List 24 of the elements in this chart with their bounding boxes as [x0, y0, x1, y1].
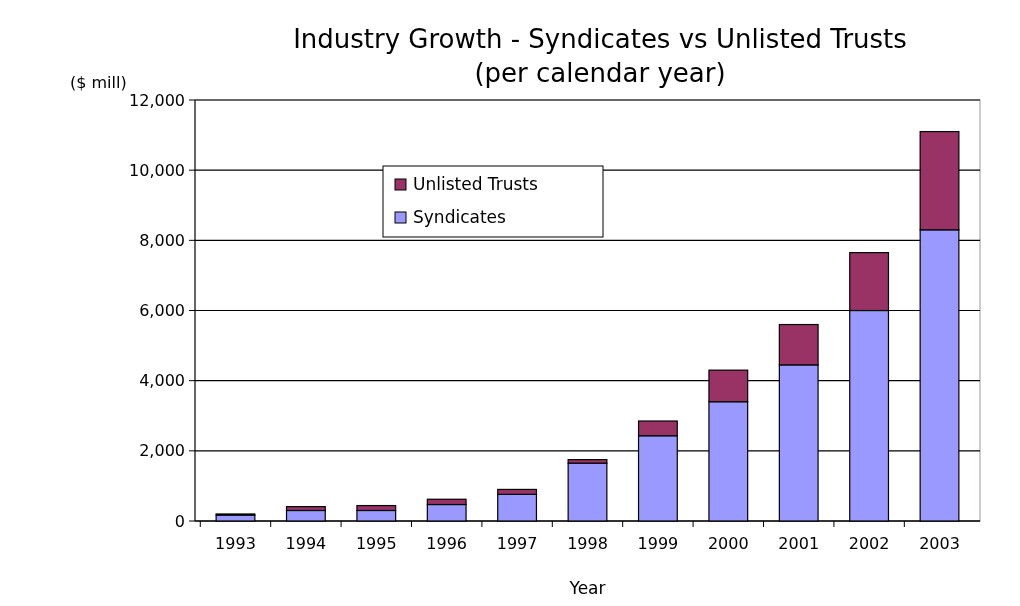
x-tick-label: 1997 — [496, 534, 538, 553]
y-tick-label: 10,000 — [129, 160, 185, 180]
y-tick-label: 8,000 — [139, 230, 185, 250]
y-tick-label: 4,000 — [139, 371, 185, 391]
y-tick-label: 2,000 — [139, 441, 185, 461]
y-tick-label: 0 — [174, 511, 185, 531]
x-tick-label: 1998 — [567, 534, 608, 553]
x-tick-label: 2000 — [707, 534, 749, 553]
x-tick-label: 1993 — [215, 534, 256, 553]
x-tick-label: 1994 — [285, 534, 327, 553]
chart-subtitle: (per calendar year) — [474, 58, 726, 88]
y-axis-title: ($ mill) — [70, 73, 127, 92]
x-tick-label: 2003 — [919, 534, 960, 553]
y-tick-label: 6,000 — [139, 301, 185, 321]
x-tick-label: 2002 — [848, 534, 890, 553]
legend-label: Syndicates — [413, 207, 507, 227]
x-tick-label: 1999 — [637, 534, 679, 553]
y-tick-label: 12,000 — [129, 90, 185, 110]
x-tick-label: 2001 — [778, 534, 820, 553]
legend-label: Unlisted Trusts — [413, 174, 539, 194]
x-axis-title: Year — [568, 578, 606, 598]
x-tick-label: 1995 — [355, 534, 397, 553]
x-tick-label: 1996 — [426, 534, 468, 553]
chart-title: Industry Growth - Syndicates vs Unlisted Trusts — [293, 24, 907, 54]
